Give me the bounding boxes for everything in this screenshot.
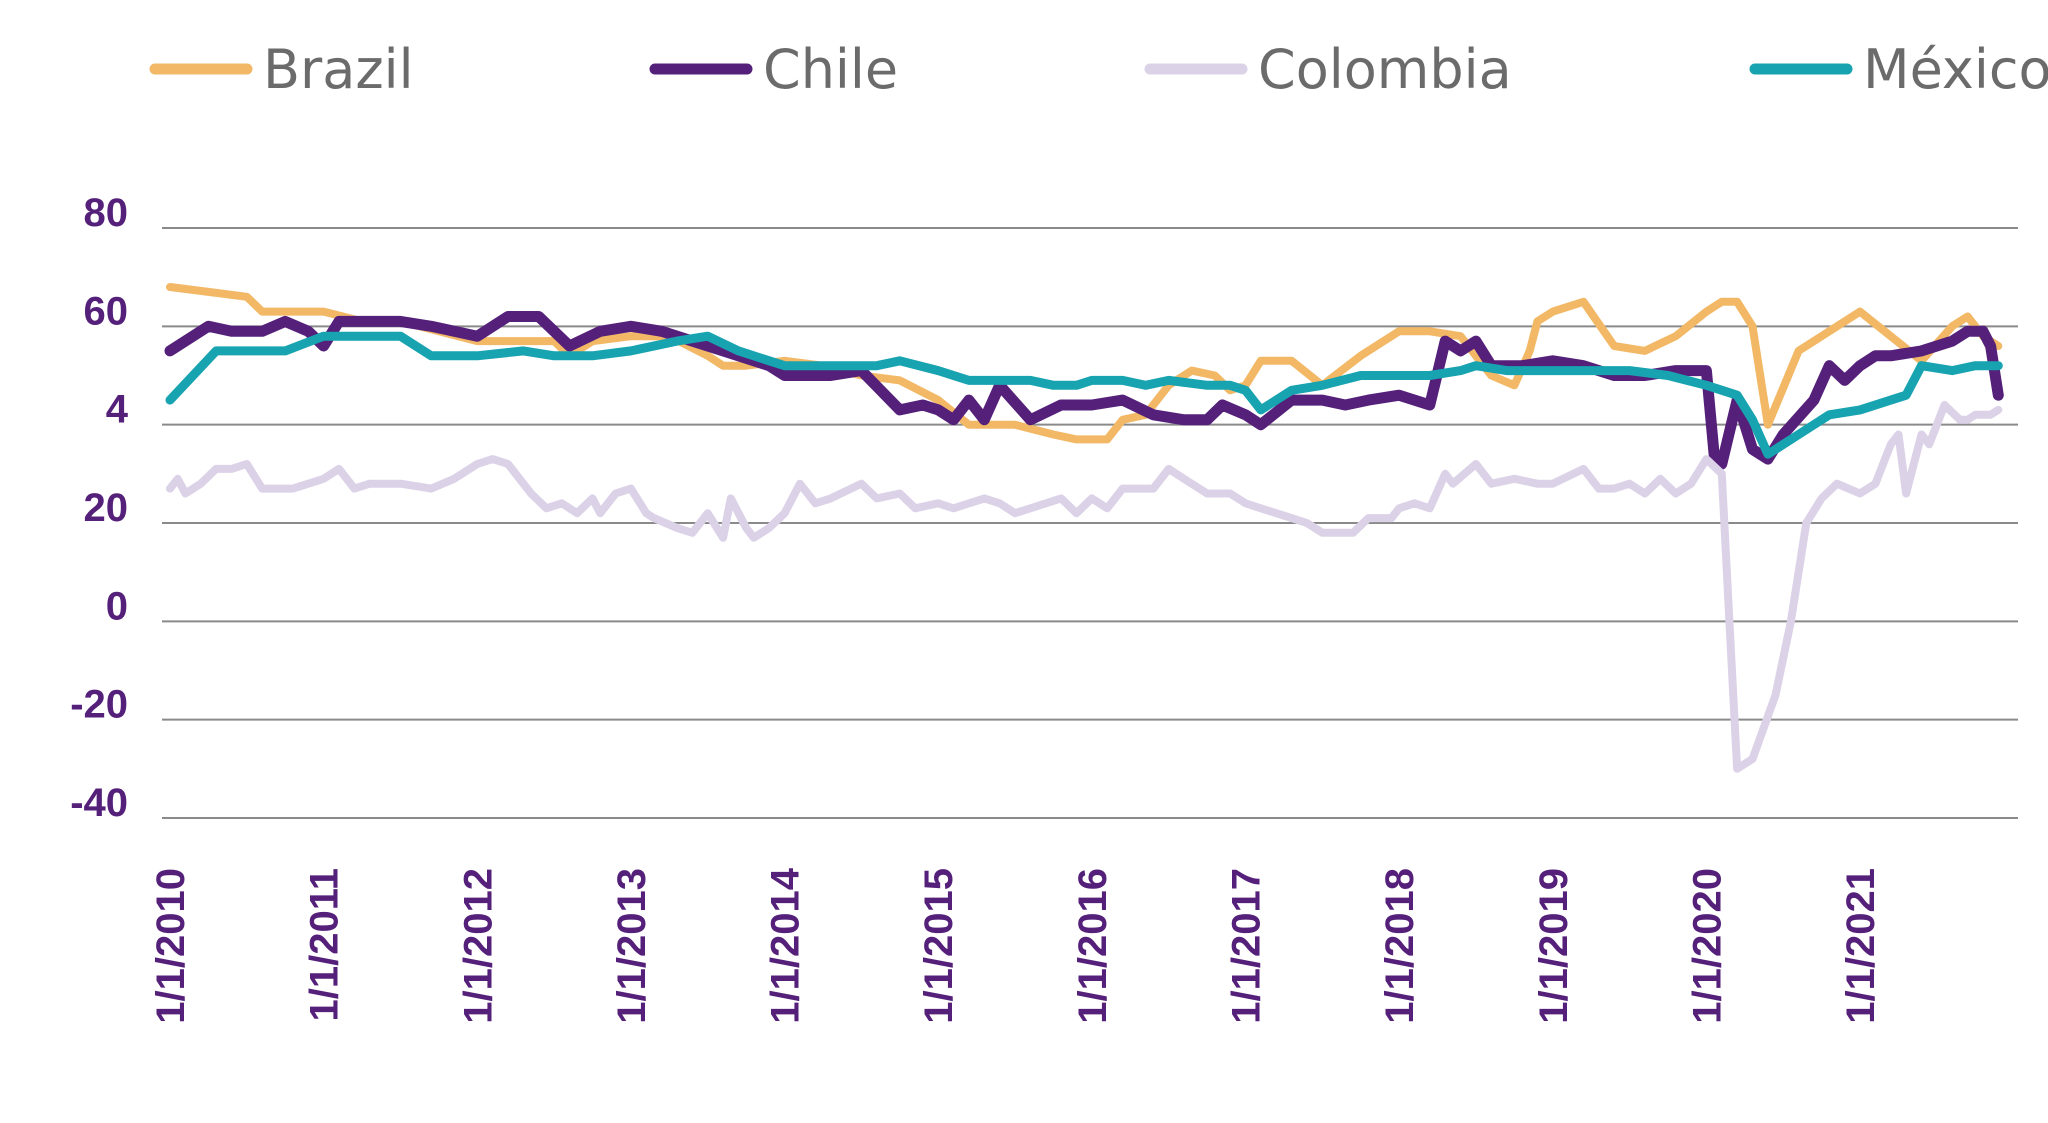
series-line-brazil (166, 283, 2003, 444)
legend: Brazil Chile Colombia México (149, 38, 2048, 101)
x-tick-label: 1/1/2015 (917, 868, 961, 1024)
legend-item-colombia: Colombia (1144, 38, 1512, 101)
y-tick-label: -40 (70, 781, 128, 825)
y-tick-label: 0 (106, 584, 128, 628)
x-tick-label: 1/1/2014 (764, 867, 808, 1023)
x-tick-label: 1/1/2016 (1071, 868, 1115, 1024)
y-tick-label: 4 (106, 388, 129, 432)
y-tick-label: 20 (84, 486, 129, 530)
y-tick-label: 80 (84, 191, 129, 235)
legend-item-brazil: Brazil (149, 38, 414, 101)
x-tick-label: 1/1/2017 (1224, 868, 1268, 1024)
gridlines (162, 227, 2018, 819)
legend-item-chile: Chile (649, 38, 898, 101)
legend-label-brazil: Brazil (263, 38, 414, 101)
x-tick-label: 1/1/2020 (1685, 868, 1729, 1024)
y-tick-label: 60 (84, 289, 129, 333)
x-tick-label: 1/1/2019 (1532, 868, 1576, 1024)
y-tick-label: -20 (70, 683, 128, 727)
x-tick-label: 1/1/2010 (149, 868, 193, 1024)
x-tick-label: 1/1/2021 (1839, 868, 1883, 1024)
legend-label-colombia: Colombia (1258, 38, 1512, 101)
x-axis: 1/1/2010 1/1/2011 1/1/2012 1/1/2013 1/1/2014… (149, 867, 1883, 1023)
legend-label-mexico: México (1863, 38, 2048, 101)
x-tick-label: 1/1/2011 (303, 868, 347, 1022)
legend-label-chile: Chile (763, 38, 898, 101)
y-axis: 80 60 4 20 0 -20 -40 (70, 191, 129, 825)
legend-item-mexico: México (1749, 38, 2048, 101)
x-tick-label: 1/1/2018 (1378, 868, 1422, 1024)
series-line-colombia (166, 401, 2003, 773)
x-tick-label: 1/1/2013 (610, 868, 654, 1024)
x-tick-label: 1/1/2012 (456, 868, 500, 1024)
plot-area (164, 283, 2004, 773)
series-line-mexico (165, 331, 2003, 459)
